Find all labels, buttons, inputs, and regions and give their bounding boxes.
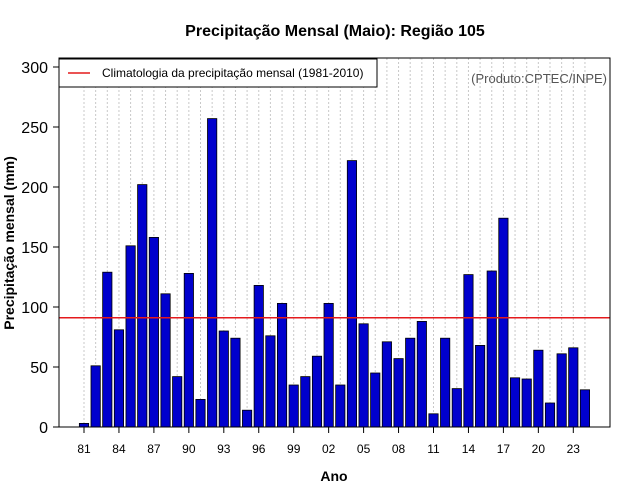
bar-83: [102, 271, 113, 428]
credit-text: (Produto:CPTEC/INPE): [471, 71, 607, 86]
bar-90: [183, 272, 194, 428]
bar-08: [393, 358, 404, 428]
y-tick-label: 300: [21, 60, 48, 77]
y-tick-label: 150: [21, 240, 48, 257]
x-tick-label: 11: [427, 442, 440, 456]
bar-98: [276, 302, 288, 428]
bar-04: [346, 160, 357, 428]
x-tick-label: 93: [217, 442, 231, 456]
y-tick-label: 100: [21, 300, 48, 317]
bar-09: [405, 337, 416, 428]
bar-86: [137, 184, 148, 428]
grid-lines: [83, 58, 586, 427]
bar-95: [242, 409, 253, 428]
y-tick-label: 50: [30, 360, 48, 377]
plot-frame: [58, 57, 611, 428]
x-tick-label: 20: [532, 442, 546, 456]
bar-82: [90, 365, 101, 428]
bar-22: [556, 353, 567, 428]
x-axis-label: Ano: [320, 468, 347, 484]
y-tick-label: 200: [21, 180, 48, 197]
x-tick-label: 23: [567, 442, 581, 456]
x-tick-label: 17: [497, 442, 511, 456]
bar-96: [253, 284, 264, 428]
bar-21: [544, 402, 556, 428]
x-tick-label: 96: [252, 442, 266, 456]
bar-11: [428, 413, 439, 428]
bar-92: [207, 118, 218, 428]
bar-00: [300, 376, 311, 428]
bar-94: [230, 337, 241, 428]
legend-label: Climatologia da precipitação mensal (198…: [102, 66, 363, 80]
bar-99: [288, 384, 299, 428]
bar-85: [125, 245, 136, 428]
bar-02: [323, 302, 334, 428]
x-tick-label: 05: [357, 442, 371, 456]
bar-91: [195, 398, 206, 428]
legend-box: [58, 58, 378, 88]
x-tick-label: 08: [392, 442, 406, 456]
bar-06: [370, 372, 381, 428]
x-tick-label: 84: [112, 442, 126, 456]
chart-title: Precipitação Mensal (Maio): Região 105: [185, 23, 485, 40]
bar-87: [148, 236, 159, 428]
bar-97: [265, 335, 276, 428]
y-axis-label: Precipitação mensal (mm): [1, 156, 17, 330]
bar-81: [78, 422, 90, 428]
bar-24: [579, 389, 590, 428]
bar-17: [498, 217, 509, 428]
x-tick-label: 02: [322, 442, 336, 456]
bar-84: [113, 329, 125, 428]
x-tick-label: 87: [147, 442, 161, 456]
bar-01: [311, 355, 323, 428]
x-tick-label: 81: [77, 442, 91, 456]
bars: [78, 118, 590, 428]
bar-19: [521, 378, 532, 428]
bar-15: [475, 344, 486, 428]
y-tick-label: 250: [21, 120, 48, 137]
y-tick-label: 0: [39, 420, 48, 437]
bar-93: [218, 330, 229, 428]
bar-18: [509, 377, 521, 428]
bar-12: [440, 337, 451, 428]
x-tick-label: 14: [462, 442, 476, 456]
legend: Climatologia da precipitação mensal (198…: [58, 58, 378, 88]
bar-20: [533, 349, 544, 428]
bar-03: [335, 384, 346, 428]
y-axis: 0 50 100 150 200 250 300: [21, 60, 59, 437]
bar-10: [416, 320, 427, 428]
bar-05: [358, 323, 369, 428]
bar-23: [568, 347, 579, 428]
x-tick-label: 90: [182, 442, 196, 456]
x-tick-label: 99: [287, 442, 301, 456]
bar-14: [463, 274, 474, 428]
bar-88: [160, 293, 171, 428]
bar-07: [381, 341, 392, 428]
x-axis: 81 84 87 90 93 96 99 02 05 08 11 14 17 20 23: [77, 427, 580, 456]
bar-16: [486, 270, 497, 428]
bar-89: [172, 376, 183, 428]
bar-13: [451, 388, 462, 428]
